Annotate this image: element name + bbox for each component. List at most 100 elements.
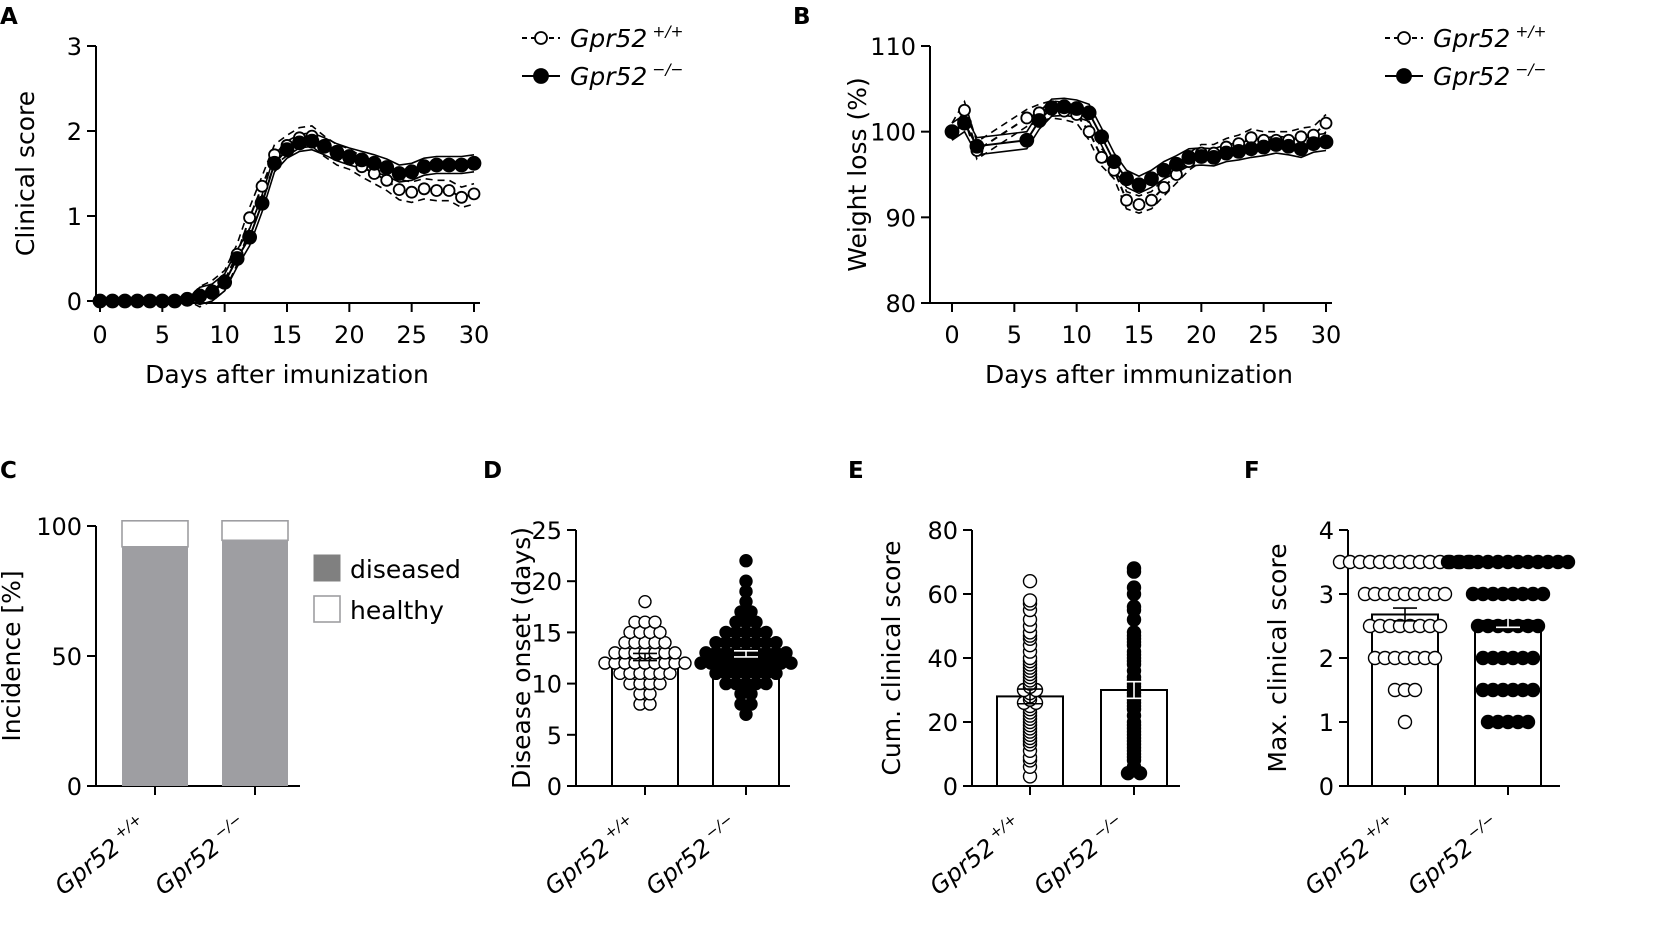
- data-point-filled: [242, 229, 258, 245]
- data-point-ko: [1126, 625, 1142, 640]
- data-point-open: [442, 184, 456, 197]
- data-point-wt: [1407, 682, 1423, 698]
- data-point-wt: [1397, 714, 1413, 730]
- y-axis-label: Clinical score: [11, 91, 40, 256]
- x-tick-label: 20: [334, 321, 365, 349]
- data-point-filled: [379, 160, 395, 175]
- y-axis-label: Incidence [%]: [0, 570, 26, 741]
- data-point-filled: [1056, 99, 1072, 115]
- data-point-ko: [1535, 586, 1551, 602]
- data-point-filled: [969, 138, 985, 154]
- data-point-ko: [739, 574, 753, 588]
- data-point-open: [430, 184, 444, 197]
- data-point-filled: [1231, 143, 1247, 159]
- data-point-filled: [117, 293, 133, 309]
- data-point-filled: [1069, 101, 1085, 116]
- x-tick-label-ko: Gpr52−/−: [148, 810, 252, 901]
- data-point-filled: [1181, 149, 1197, 165]
- x-tick-label: 30: [1311, 321, 1342, 349]
- y-tick-label: 20: [531, 568, 562, 596]
- data-point-ko: [1560, 554, 1576, 570]
- data-point-filled: [154, 293, 170, 309]
- y-tick-label: 3: [67, 33, 82, 61]
- x-tick-label-ko: Gpr52−/−: [639, 810, 743, 901]
- data-point-filled: [1031, 113, 1047, 128]
- data-point-open: [467, 187, 481, 201]
- data-point-filled: [957, 115, 972, 131]
- data-point-filled: [192, 288, 208, 304]
- data-point-wt: [1427, 650, 1443, 666]
- data-point-wt: [1432, 618, 1448, 634]
- y-tick-label: 25: [531, 517, 562, 545]
- data-point-filled: [466, 155, 482, 171]
- data-point-filled: [1144, 171, 1159, 187]
- data-point-filled: [366, 155, 382, 171]
- y-tick-label: 3: [1319, 581, 1334, 609]
- data-point-ko: [779, 646, 793, 660]
- y-tick-label: 0: [67, 773, 82, 801]
- legend-swatch-diseased: [313, 554, 341, 582]
- y-axis-label: Max. clinical score: [1263, 543, 1292, 772]
- y-tick-label: 100: [36, 513, 82, 541]
- panel-letter-e: E: [848, 458, 864, 484]
- x-tick-label-ko: Gpr52−/−: [1027, 810, 1131, 901]
- data-point-open: [455, 190, 468, 204]
- data-point-ko: [1126, 599, 1142, 614]
- data-point-open: [1120, 193, 1133, 207]
- y-tick-label: 20: [927, 709, 958, 737]
- legend-label-healthy: healthy: [350, 596, 444, 625]
- x-axis-label: Days after imunization: [145, 360, 429, 389]
- y-tick-label: 0: [1319, 773, 1334, 801]
- y-tick-label: 0: [67, 288, 82, 316]
- panel-letter-b: B: [793, 4, 811, 30]
- x-tick-label: 0: [944, 321, 959, 349]
- data-point-filled: [316, 138, 332, 154]
- sem-upper-open: [951, 99, 1327, 197]
- mean-bar-ko: [1474, 619, 1542, 787]
- x-tick-label-ko: Gpr52−/−: [1401, 810, 1505, 901]
- y-tick-label: 15: [531, 619, 562, 647]
- x-tick-label: 20: [1186, 321, 1217, 349]
- data-point-filled: [1019, 132, 1035, 148]
- y-tick-label: 1: [67, 203, 82, 231]
- x-tick-label: 15: [272, 321, 303, 349]
- data-point-filled: [1094, 129, 1109, 145]
- panel-c-stacked-bar: 0 50 100 Incidence [%] Gpr52+/+Gpr52−/− disea…: [0, 513, 461, 901]
- x-tick-label-wt: Gpr52+/+: [923, 810, 1027, 901]
- data-point-filled: [341, 149, 357, 164]
- x-axis-label: Days after immunization: [985, 360, 1293, 389]
- data-point-filled: [304, 133, 320, 149]
- data-point-open: [1294, 130, 1308, 144]
- y-tick-label: 50: [51, 643, 82, 671]
- data-point-filled: [391, 166, 407, 181]
- data-point-ko: [739, 554, 753, 568]
- data-point-filled: [1131, 177, 1147, 193]
- data-point-open: [392, 183, 406, 197]
- y-tick-label: 100: [870, 119, 916, 147]
- data-point-wt: [638, 594, 652, 609]
- data-point-ko: [1525, 650, 1541, 666]
- y-tick-label: 1: [1319, 709, 1334, 737]
- data-point-wt: [1437, 586, 1453, 602]
- y-tick-label: 5: [547, 722, 562, 750]
- data-point-open: [1157, 180, 1171, 194]
- data-point-filled: [142, 293, 158, 309]
- y-tick-label: 2: [1319, 645, 1334, 673]
- data-point-filled: [1243, 141, 1259, 157]
- data-point-filled: [129, 293, 145, 309]
- data-point-filled: [105, 293, 120, 309]
- data-point-open: [1319, 116, 1333, 130]
- x-tick-label: 0: [92, 321, 107, 349]
- data-point-open: [405, 185, 419, 199]
- data-point-filled: [1169, 156, 1184, 172]
- x-tick-label: 25: [396, 321, 427, 349]
- data-point-filled: [416, 159, 432, 175]
- data-point-filled: [267, 155, 282, 171]
- data-point-filled: [1318, 134, 1334, 150]
- data-point-filled: [1081, 105, 1097, 121]
- legend-marker-open: [1397, 31, 1411, 45]
- data-point-filled: [1156, 162, 1172, 178]
- panel-f-scatter-bar: 0 1 2 3 4 Max. clinical score Gpr52+/+Gpr52−/−: [1263, 517, 1576, 901]
- data-point-filled: [1044, 100, 1060, 116]
